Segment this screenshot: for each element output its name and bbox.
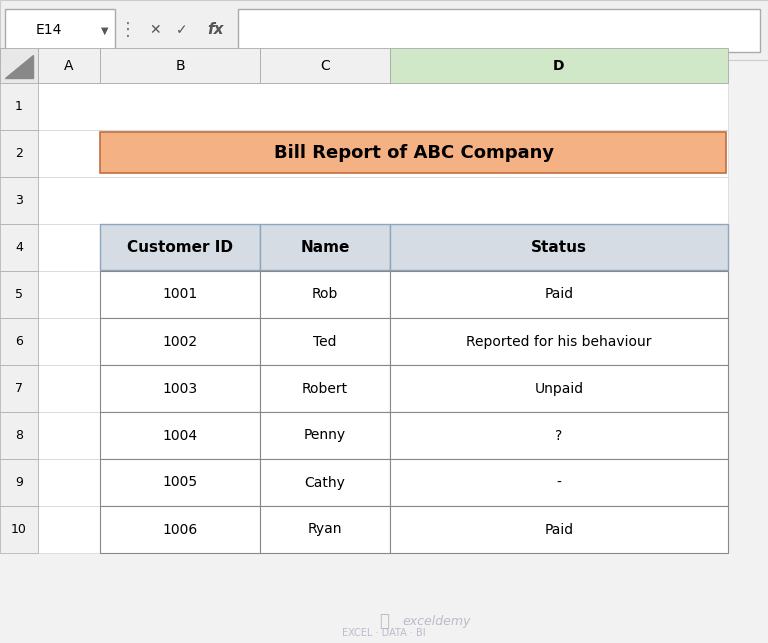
Bar (0, 365, 38, 412)
Text: ▼: ▼ (101, 26, 109, 35)
Bar (100, 318, 260, 365)
Bar (0, 0, 768, 60)
Bar (0, 177, 38, 224)
Bar (390, 224, 728, 270)
Bar (260, 506, 390, 552)
Bar (100, 412, 260, 458)
Text: Bill Report of ABC Company: Bill Report of ABC Company (274, 145, 554, 163)
Bar (38, 177, 728, 224)
Text: Name: Name (300, 240, 349, 255)
Text: B: B (175, 59, 185, 73)
Bar (38, 224, 728, 271)
Bar (0, 459, 38, 506)
Bar (260, 271, 390, 318)
Text: 9: 9 (15, 476, 23, 489)
Bar (38, 271, 728, 318)
Text: 1: 1 (15, 100, 23, 113)
Text: Cathy: Cathy (305, 476, 346, 489)
Text: Reported for his behaviour: Reported for his behaviour (466, 334, 652, 349)
Text: 6: 6 (15, 335, 23, 348)
Text: ⋮: ⋮ (119, 21, 137, 39)
Text: 8: 8 (15, 429, 23, 442)
Bar (390, 271, 728, 318)
Text: 3: 3 (15, 194, 23, 207)
Bar (100, 506, 260, 552)
Bar (38, 459, 728, 506)
Bar (0, 83, 38, 130)
Text: Rob: Rob (312, 287, 338, 302)
Text: 1003: 1003 (163, 381, 197, 395)
Text: Ted: Ted (313, 334, 336, 349)
Text: Customer ID: Customer ID (127, 240, 233, 255)
Bar (390, 365, 728, 412)
Text: Penny: Penny (304, 428, 346, 442)
Text: 5: 5 (15, 288, 23, 301)
Bar (100, 365, 260, 412)
Text: D: D (553, 59, 564, 73)
Text: 1005: 1005 (163, 476, 197, 489)
Bar (0, 506, 38, 553)
Text: 7: 7 (15, 382, 23, 395)
Bar (38, 83, 728, 130)
Text: 1002: 1002 (163, 334, 197, 349)
Bar (0, 224, 38, 271)
Text: A: A (65, 59, 74, 73)
Bar (38, 412, 728, 459)
Bar (260, 224, 390, 270)
Bar (238, 9, 760, 52)
Bar (390, 506, 728, 552)
Bar (0, 271, 38, 318)
Polygon shape (5, 55, 33, 78)
Bar (0, 130, 38, 177)
Bar (390, 412, 728, 458)
Text: ✕: ✕ (149, 23, 161, 37)
Text: ?: ? (555, 428, 563, 442)
Bar (100, 224, 260, 270)
Text: 1001: 1001 (162, 287, 197, 302)
Text: 1006: 1006 (162, 523, 197, 536)
Text: ✓: ✓ (176, 23, 188, 37)
Bar (390, 318, 728, 365)
Bar (0, 412, 38, 459)
Bar (260, 412, 390, 458)
Bar (38, 130, 728, 177)
Text: Robert: Robert (302, 381, 348, 395)
Bar (100, 271, 260, 318)
Bar (260, 318, 390, 365)
Bar (0, 318, 38, 365)
Text: fx: fx (207, 23, 223, 37)
Bar (100, 48, 260, 83)
Text: -: - (557, 476, 561, 489)
Bar (0, 48, 38, 83)
Bar (390, 459, 728, 505)
Text: EXCEL · DATA · BI: EXCEL · DATA · BI (343, 628, 425, 638)
Bar (38, 506, 728, 553)
Text: Ryan: Ryan (308, 523, 343, 536)
Bar (38, 48, 100, 83)
Bar (5, 9, 115, 52)
Text: 2: 2 (15, 147, 23, 160)
Bar (38, 318, 728, 365)
Text: E14: E14 (36, 24, 62, 37)
Bar (260, 459, 390, 505)
Bar (260, 48, 390, 83)
Text: 10: 10 (11, 523, 27, 536)
Text: Unpaid: Unpaid (535, 381, 584, 395)
Text: Paid: Paid (545, 523, 574, 536)
Text: 1004: 1004 (163, 428, 197, 442)
Bar (100, 132, 726, 173)
Text: C: C (320, 59, 330, 73)
Text: Paid: Paid (545, 287, 574, 302)
Text: 4: 4 (15, 241, 23, 254)
Bar (100, 459, 260, 505)
Bar (38, 365, 728, 412)
Text: exceldemy: exceldemy (402, 615, 470, 628)
Bar (390, 48, 728, 83)
Bar (260, 365, 390, 412)
Text: 🏠: 🏠 (379, 612, 389, 630)
Text: Status: Status (531, 240, 587, 255)
